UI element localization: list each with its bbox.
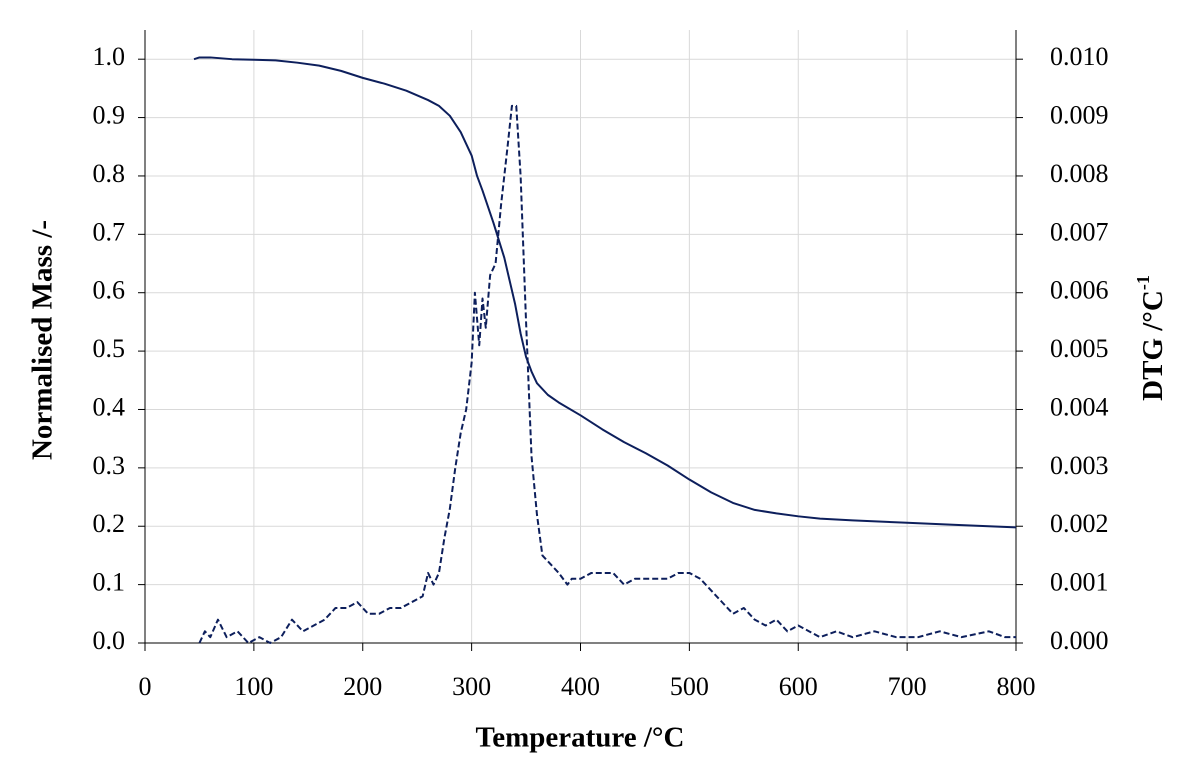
mass-line <box>193 56 1017 529</box>
y2-tick-label: 0.007 <box>1050 217 1109 246</box>
y-tick-label: 0.9 <box>93 101 126 130</box>
x-tick-label: 0 <box>139 672 152 701</box>
y2-tick-label: 0.008 <box>1050 159 1109 188</box>
dtg-line <box>198 104 1016 644</box>
y2-axis-title-text: DTG /°C <box>1137 290 1169 401</box>
x-axis-title: Temperature /°C <box>476 722 685 754</box>
y-tick-label: 0.4 <box>93 392 126 421</box>
x-tick-label: 300 <box>452 672 491 701</box>
y-tick-label: 0.0 <box>93 626 126 655</box>
y-tick-label: 0.3 <box>93 451 126 480</box>
y-tick-label: 0.5 <box>93 334 126 363</box>
y2-tick-label: 0.000 <box>1050 626 1109 655</box>
x-tick-label: 200 <box>343 672 382 701</box>
y-tick-label: 0.1 <box>93 568 126 597</box>
y2-tick-label: 0.010 <box>1050 42 1109 71</box>
y2-tick-label: 0.009 <box>1050 101 1109 130</box>
x-tick-label: 100 <box>234 672 273 701</box>
y-tick-label: 0.8 <box>93 159 126 188</box>
y-tick-label: 0.2 <box>93 509 126 538</box>
x-tick-label: 700 <box>888 672 927 701</box>
y2-tick-label: 0.005 <box>1050 334 1109 363</box>
y2-axis-title: DTG /°C-1 <box>1133 275 1169 401</box>
y2-tick-label: 0.006 <box>1050 276 1109 305</box>
x-tick-label: 800 <box>997 672 1036 701</box>
y-tick-label: 0.7 <box>93 217 126 246</box>
x-tick-label: 500 <box>670 672 709 701</box>
y-axis-title: Normalised Mass /- <box>27 220 59 460</box>
x-tick-label: 600 <box>779 672 818 701</box>
y2-tick-label: 0.003 <box>1050 451 1109 480</box>
y2-tick-label: 0.001 <box>1050 568 1109 597</box>
y-tick-label: 1.0 <box>93 42 126 71</box>
y-tick-label: 0.6 <box>93 276 126 305</box>
y2-tick-label: 0.004 <box>1050 392 1109 421</box>
x-tick-label: 400 <box>561 672 600 701</box>
y2-tick-label: 0.002 <box>1050 509 1109 538</box>
y2-axis-title-sup: -1 <box>1133 275 1153 290</box>
